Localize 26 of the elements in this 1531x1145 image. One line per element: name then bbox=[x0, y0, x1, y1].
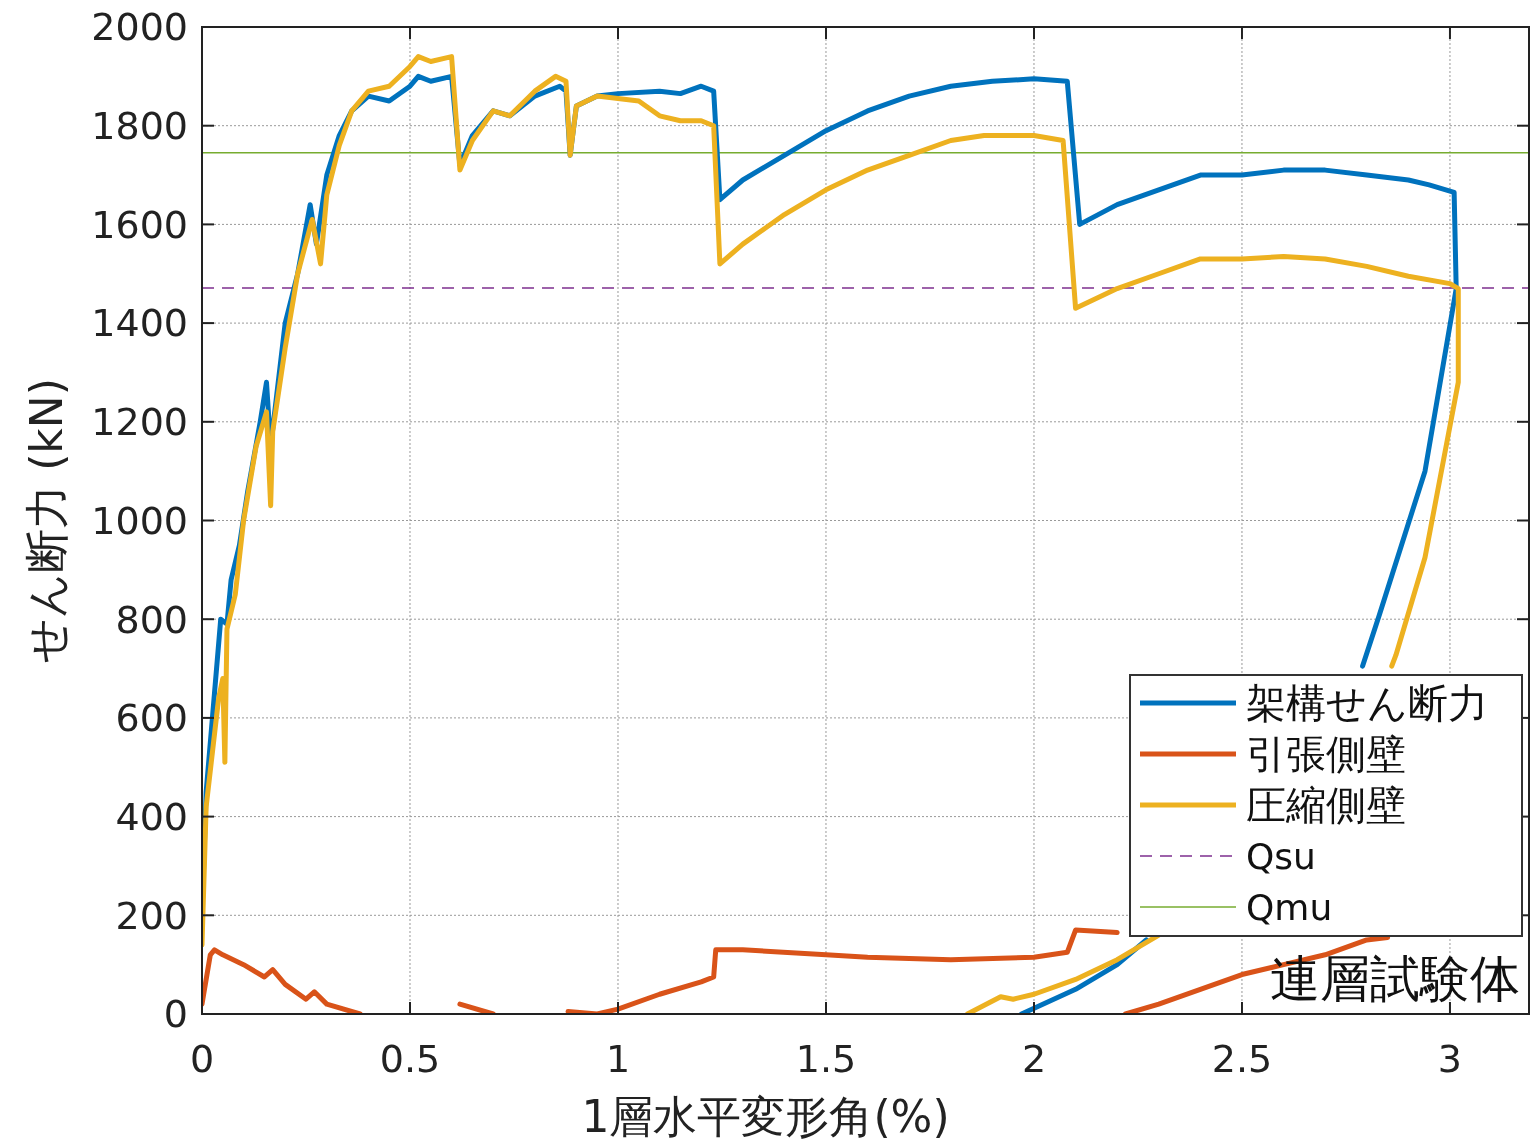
y-tick-label: 600 bbox=[115, 696, 188, 741]
legend-label: 架構せん断力 bbox=[1246, 680, 1488, 726]
x-tick-label: 1.5 bbox=[795, 1037, 857, 1081]
legend-label: Qsu bbox=[1246, 835, 1316, 877]
annotation: 連層試験体 bbox=[1270, 950, 1520, 1008]
x-tick-label: 1 bbox=[605, 1037, 631, 1081]
y-tick-label: 800 bbox=[115, 597, 188, 642]
y-tick-label: 400 bbox=[115, 794, 188, 839]
x-tick-label: 2 bbox=[1021, 1037, 1047, 1081]
y-tick-label: 1800 bbox=[91, 104, 188, 148]
x-tick-label: 0 bbox=[189, 1037, 215, 1081]
x-tick-label: 0.5 bbox=[379, 1037, 441, 1081]
y-tick-label: 1600 bbox=[91, 202, 188, 247]
x-tick-label: 3 bbox=[1437, 1037, 1463, 1081]
y-axis-title: せん断力 (kN) bbox=[21, 378, 72, 663]
x-tick-label: 2.5 bbox=[1211, 1037, 1273, 1081]
x-axis-title: 1層水平変形角(%) bbox=[581, 1091, 950, 1142]
y-tick-label: 1000 bbox=[91, 498, 188, 543]
y-tick-label: 200 bbox=[115, 893, 188, 938]
legend-label: 引張側壁 bbox=[1246, 731, 1406, 777]
y-tick-label: 1400 bbox=[91, 301, 188, 346]
y-tick-label: 0 bbox=[163, 992, 188, 1037]
y-tick-label: 2000 bbox=[91, 5, 188, 50]
legend-label: Qmu bbox=[1246, 886, 1333, 928]
legend-label: 圧縮側壁 bbox=[1246, 782, 1406, 828]
y-tick-label: 1200 bbox=[91, 400, 188, 445]
